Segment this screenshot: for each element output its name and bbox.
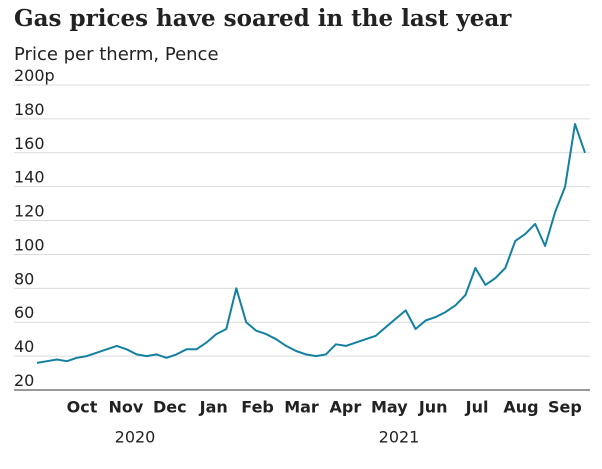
y-tick-label: 200p	[14, 66, 55, 85]
y-tick-label: 140	[14, 168, 45, 187]
x-tick-label: Aug	[503, 398, 538, 417]
y-tick-label: 180	[14, 100, 45, 119]
x-tick-label: Mar	[284, 398, 319, 417]
y-tick-label: 20	[14, 371, 34, 390]
x-tick-label: Nov	[108, 398, 143, 417]
x-tick-label: Jun	[418, 398, 448, 417]
y-tick-label: 80	[14, 269, 34, 288]
x-tick-label: Dec	[153, 398, 187, 417]
y-tick-label: 60	[14, 303, 34, 322]
y-tick-label: 120	[14, 202, 45, 221]
x-tick-label: Oct	[67, 398, 98, 417]
x-tick-label: Apr	[330, 398, 362, 417]
year-label: 2020	[115, 428, 156, 447]
x-tick-label: Jul	[465, 398, 489, 417]
y-tick-label: 100	[14, 235, 45, 254]
x-tick-label: May	[371, 398, 408, 417]
x-tick-label: Sep	[548, 398, 582, 417]
chart-subtitle: Price per therm, Pence	[14, 44, 219, 65]
year-label: 2021	[379, 428, 420, 447]
x-tick-label: Feb	[241, 398, 274, 417]
line	[36, 123, 586, 364]
x-tick-label: Jan	[199, 398, 228, 417]
y-tick-label: 160	[14, 134, 45, 153]
chart-title: Gas prices have soared in the last year	[14, 5, 512, 32]
y-tick-label: 40	[14, 337, 34, 356]
